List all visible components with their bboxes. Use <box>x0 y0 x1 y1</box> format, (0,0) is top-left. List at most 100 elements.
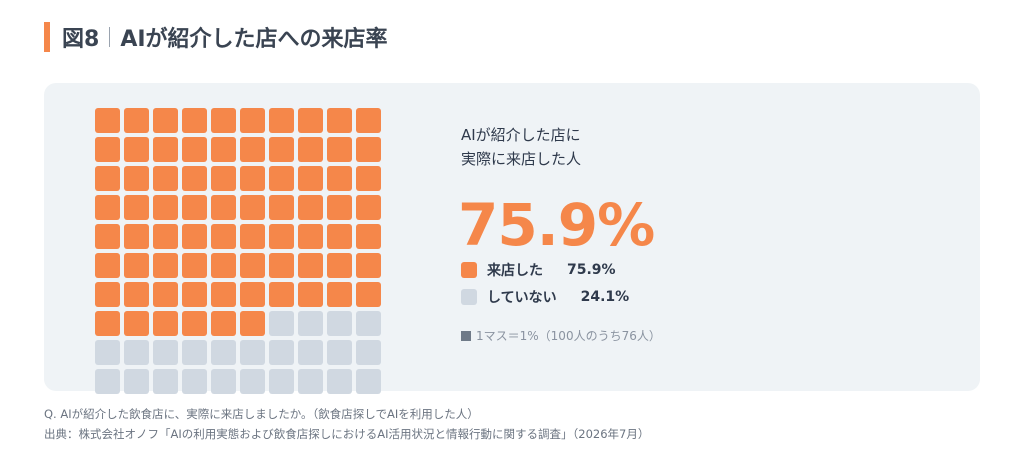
info-heading: AIが紹介した店に 実際に来店した人 <box>461 123 761 171</box>
waffle-cell-visited <box>240 311 265 336</box>
waffle-cell-not-visited <box>356 340 381 365</box>
legend-value-visited: 75.9% <box>567 262 616 278</box>
waffle-cell-visited <box>356 253 381 278</box>
waffle-cell-visited <box>211 195 236 220</box>
waffle-cell-visited <box>269 195 294 220</box>
waffle-cell-visited <box>95 166 120 191</box>
waffle-cell-visited <box>153 166 178 191</box>
waffle-cell-visited <box>153 108 178 133</box>
waffle-cell-visited <box>153 195 178 220</box>
legend-item-not-visited: していない 24.1% <box>461 287 629 307</box>
waffle-cell-visited <box>153 253 178 278</box>
waffle-cell-visited <box>269 166 294 191</box>
square-icon <box>461 330 471 341</box>
waffle-cell-visited <box>124 108 149 133</box>
waffle-cell-not-visited <box>240 369 265 394</box>
waffle-cell-not-visited <box>153 340 178 365</box>
waffle-cell-not-visited <box>298 311 323 336</box>
waffle-cell-not-visited <box>182 369 207 394</box>
waffle-cell-not-visited <box>211 369 236 394</box>
waffle-chart <box>95 108 381 394</box>
waffle-cell-visited <box>211 224 236 249</box>
waffle-cell-not-visited <box>153 369 178 394</box>
waffle-cell-visited <box>95 253 120 278</box>
waffle-cell-visited <box>240 224 265 249</box>
waffle-cell-visited <box>240 166 265 191</box>
waffle-cell-visited <box>269 282 294 307</box>
waffle-cell-not-visited <box>327 340 352 365</box>
waffle-cell-visited <box>240 108 265 133</box>
waffle-cell-not-visited <box>240 340 265 365</box>
waffle-cell-not-visited <box>124 369 149 394</box>
waffle-cell-visited <box>240 253 265 278</box>
waffle-cell-visited <box>356 137 381 162</box>
legend-value-not-visited: 24.1% <box>580 289 630 305</box>
waffle-cell-visited <box>298 282 323 307</box>
waffle-cell-visited <box>240 137 265 162</box>
waffle-cell-not-visited <box>211 340 236 365</box>
waffle-cell-visited <box>356 224 381 249</box>
waffle-cell-visited <box>211 311 236 336</box>
waffle-cell-not-visited <box>182 340 207 365</box>
waffle-cell-not-visited <box>269 369 294 394</box>
waffle-cell-visited <box>182 253 207 278</box>
info-heading-line1: AIが紹介した店に <box>461 126 581 144</box>
waffle-cell-visited <box>298 253 323 278</box>
waffle-cell-not-visited <box>356 369 381 394</box>
waffle-cell-visited <box>124 195 149 220</box>
waffle-cell-not-visited <box>124 340 149 365</box>
waffle-cell-visited <box>124 253 149 278</box>
legend-swatch-visited <box>461 262 477 278</box>
legend-label-visited: 来店した <box>487 263 543 279</box>
waffle-cell-visited <box>356 195 381 220</box>
waffle-cell-visited <box>269 108 294 133</box>
waffle-cell-not-visited <box>327 311 352 336</box>
waffle-cell-visited <box>211 282 236 307</box>
waffle-cell-visited <box>95 137 120 162</box>
waffle-cell-visited <box>182 311 207 336</box>
title-divider <box>109 27 111 47</box>
waffle-cell-visited <box>240 195 265 220</box>
waffle-cell-visited <box>327 224 352 249</box>
title-text: AIが紹介した店への来店率 <box>120 27 388 52</box>
waffle-cell-visited <box>182 195 207 220</box>
waffle-cell-visited <box>124 166 149 191</box>
waffle-cell-visited <box>356 166 381 191</box>
waffle-cell-visited <box>95 282 120 307</box>
waffle-cell-visited <box>298 137 323 162</box>
legend-label-not-visited: していない <box>487 290 557 306</box>
waffle-cell-visited <box>182 282 207 307</box>
waffle-cell-visited <box>124 137 149 162</box>
waffle-cell-not-visited <box>298 369 323 394</box>
waffle-cell-visited <box>95 311 120 336</box>
waffle-cell-visited <box>211 253 236 278</box>
waffle-cell-visited <box>153 282 178 307</box>
waffle-cell-visited <box>153 311 178 336</box>
waffle-cell-visited <box>182 224 207 249</box>
waffle-cell-not-visited <box>356 311 381 336</box>
figure-label: 図8 <box>62 27 100 52</box>
waffle-cell-visited <box>269 224 294 249</box>
waffle-cell-not-visited <box>269 311 294 336</box>
waffle-cell-visited <box>211 108 236 133</box>
unit-note: 1マス＝1%（100人のうち76人） <box>461 327 661 344</box>
waffle-cell-visited <box>153 137 178 162</box>
waffle-cell-visited <box>356 282 381 307</box>
footer-source: 出典：株式会社オノフ「AIの利用実態および飲食店探しにおけるAI活用状況と情報行… <box>44 427 650 441</box>
waffle-cell-visited <box>95 195 120 220</box>
waffle-cell-visited <box>327 253 352 278</box>
waffle-cell-not-visited <box>269 340 294 365</box>
waffle-cell-visited <box>327 166 352 191</box>
waffle-cell-visited <box>298 195 323 220</box>
info-heading-line2: 実際に来店した人 <box>461 150 582 168</box>
big-percentage: 75.9% <box>458 191 655 259</box>
title-accent-bar <box>44 22 50 52</box>
waffle-cell-visited <box>124 282 149 307</box>
legend-swatch-not-visited <box>461 289 477 305</box>
waffle-cell-not-visited <box>95 340 120 365</box>
waffle-cell-not-visited <box>95 369 120 394</box>
waffle-cell-visited <box>327 108 352 133</box>
footer-question: Q. AIが紹介した飲食店に、実際に来店しましたか。（飲食店探しでAIを利用した… <box>44 407 479 421</box>
waffle-cell-visited <box>327 137 352 162</box>
waffle-cell-visited <box>182 108 207 133</box>
